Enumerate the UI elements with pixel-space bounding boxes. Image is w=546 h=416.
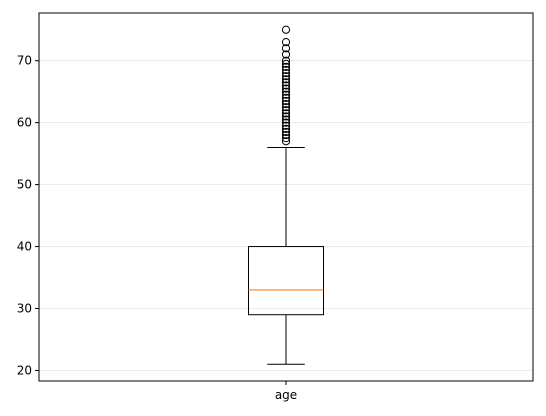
outlier-point xyxy=(281,124,291,133)
outlier-point xyxy=(281,115,291,124)
outlier-point xyxy=(281,56,291,65)
outlier-point xyxy=(281,103,291,112)
outlier-point xyxy=(281,109,291,118)
x-axis-ticks: age xyxy=(275,381,297,402)
outlier-point xyxy=(281,81,291,90)
outlier-point xyxy=(281,78,291,87)
y-axis-ticks: 20 30 40 50 60 70 xyxy=(17,54,39,377)
x-tick-label: age xyxy=(275,388,297,402)
outlier-points xyxy=(281,25,291,146)
y-tick-label: 20 xyxy=(17,363,32,377)
outlier-point xyxy=(281,25,291,34)
outlier-point xyxy=(281,50,291,59)
outlier-point xyxy=(281,62,291,71)
outlier-point xyxy=(281,90,291,99)
box-plot xyxy=(248,146,324,365)
y-tick-label: 30 xyxy=(17,302,32,316)
outlier-point xyxy=(281,38,291,47)
outlier-point xyxy=(281,96,291,106)
outlier-point xyxy=(281,99,291,109)
outlier-point xyxy=(281,127,291,137)
outlier-point xyxy=(281,137,291,146)
outlier-point xyxy=(281,134,291,143)
outlier-point xyxy=(281,84,291,93)
outlier-point xyxy=(281,112,291,121)
outlier-point xyxy=(281,72,291,81)
y-tick-label: 60 xyxy=(17,116,32,130)
outlier-point xyxy=(281,75,291,84)
outlier-point xyxy=(281,87,291,96)
outlier-point xyxy=(281,106,291,115)
outlier-point xyxy=(281,121,291,130)
outlier-point xyxy=(281,93,291,102)
outlier-point xyxy=(281,118,291,127)
outlier-point xyxy=(281,68,291,78)
y-tick-label: 50 xyxy=(17,178,32,192)
outlier-point xyxy=(281,130,291,140)
outlier-point xyxy=(281,44,291,53)
outlier-point xyxy=(281,59,291,68)
y-tick-label: 70 xyxy=(17,54,32,68)
outlier-point xyxy=(281,65,291,75)
interquartile-box xyxy=(248,246,324,316)
y-tick-label: 40 xyxy=(17,240,32,254)
